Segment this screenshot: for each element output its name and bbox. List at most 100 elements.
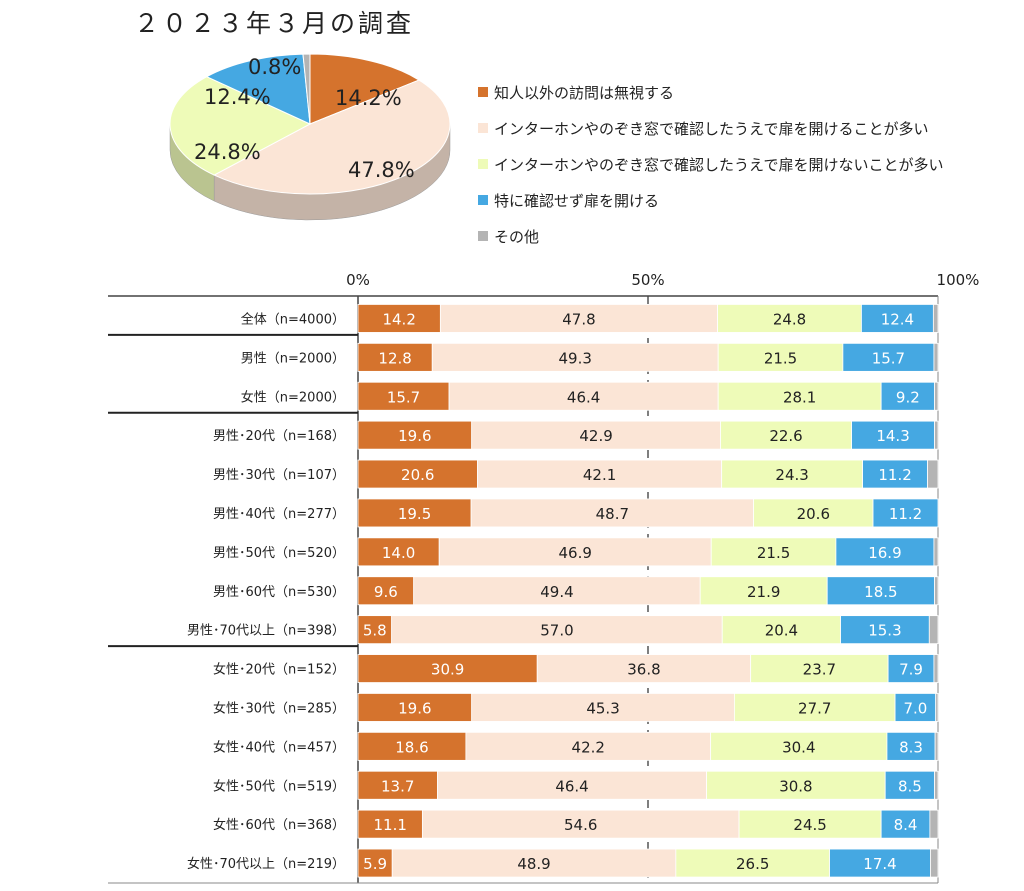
bar-seg-10-0 (357, 693, 473, 722)
bar-seg-11-1 (465, 731, 712, 761)
bar-seg-label-1-0: 12.8 (378, 349, 411, 367)
bar-seg-label-5-2: 20.6 (797, 505, 830, 523)
row-label-13: 女性･60代（n=368） (213, 817, 345, 833)
bar-seg-label-13-3: 8.4 (894, 816, 918, 834)
bar-seg-6-3 (835, 537, 935, 567)
bar-seg-label-7-3: 18.5 (864, 583, 897, 601)
bar-seg-label-3-3: 14.3 (876, 427, 909, 445)
bar-seg-label-2-2: 28.1 (783, 388, 816, 406)
row-label-12: 女性･50代（n=519） (213, 778, 345, 794)
bar-seg-label-2-0: 15.7 (387, 388, 420, 406)
legend-swatch-4 (478, 231, 488, 241)
bar-seg-7-4 (934, 576, 939, 606)
legend-item-3: 特に確認せず扉を開ける (478, 182, 944, 218)
row-label-5: 男性･40代（n=277） (213, 507, 345, 522)
row-label-1: 男性（n=2000） (241, 351, 345, 366)
legend-item-1: インターホンやのぞき窓で確認したうえで扉を開けることが多い (478, 110, 944, 146)
row-label-4: 男性･30代（n=107） (213, 468, 345, 483)
bar-seg-label-11-0: 18.6 (395, 738, 428, 756)
bar-seg-12-0 (357, 770, 438, 800)
bar-seg-label-13-2: 24.5 (793, 816, 826, 834)
bar-seg-label-1-3: 15.7 (872, 349, 905, 367)
bar-seg-4-3 (862, 459, 928, 489)
row-label-3: 男性･20代（n=168） (213, 429, 345, 444)
pie-value-label-3: 12.4% (204, 85, 271, 109)
bar-seg-label-3-2: 22.6 (769, 427, 802, 445)
pie-chart-title: ２０２３年３月の調査 (134, 9, 415, 38)
x-tick-label-0: 0% (346, 271, 370, 289)
legend-label-1: インターホンやのぞき窓で確認したうえで扉を開けることが多い (494, 119, 929, 138)
bar-seg-4-2 (721, 459, 863, 489)
bar-seg-10-2 (734, 693, 896, 722)
bar-seg-label-12-3: 8.5 (898, 777, 922, 795)
bar-seg-8-4 (928, 615, 939, 645)
bar-seg-11-4 (934, 731, 939, 761)
bar-seg-5-3 (872, 498, 939, 528)
pie-value-label-4: 0.8% (248, 55, 301, 79)
row-label-9: 女性･20代（n=152） (213, 662, 345, 678)
bar-seg-label-4-1: 42.1 (583, 466, 616, 484)
pie-slice-4 (302, 53, 311, 125)
bar-seg-14-4 (930, 848, 939, 878)
bar-seg-6-4 (933, 537, 939, 567)
row-label-10: 女性･30代（n=285） (213, 700, 345, 716)
bar-seg-label-10-3: 7.0 (903, 699, 927, 717)
bar-seg-7-2 (699, 576, 828, 606)
bar-seg-4-4 (927, 459, 939, 489)
bar-seg-label-3-0: 19.6 (398, 427, 431, 445)
bar-seg-label-8-1: 57.0 (540, 622, 573, 640)
bar-seg-8-2 (721, 615, 841, 645)
bar-seg-0-3 (861, 304, 934, 333)
bar-seg-label-14-0: 5.9 (363, 855, 387, 873)
bar-seg-label-5-3: 11.2 (889, 505, 922, 523)
bar-seg-label-12-2: 30.8 (779, 777, 812, 795)
pie-legend: 知人以外の訪問は無視するインターホンやのぞき窓で確認したうえで扉を開けることが多… (478, 74, 944, 254)
pie-chart: 14.2% 47.8% 24.8% 12.4% 0.8% (169, 53, 451, 221)
bar-seg-10-4 (935, 693, 939, 722)
row-label-8: 男性･70代以上（n=398） (187, 624, 345, 639)
legend-label-3: 特に確認せず扉を開ける (494, 191, 660, 210)
bar-seg-14-1 (391, 848, 677, 878)
bar-seg-2-3 (880, 381, 935, 411)
legend-label-0: 知人以外の訪問は無視する (494, 83, 675, 102)
row-label-14: 女性･70代以上（n=219） (187, 856, 345, 872)
legend-item-0: 知人以外の訪問は無視する (478, 74, 944, 110)
bar-seg-label-4-2: 24.3 (775, 466, 808, 484)
bar-seg-10-1 (471, 693, 735, 722)
bar-seg-13-3 (880, 809, 931, 839)
bar-seg-11-0 (357, 731, 467, 761)
bar-seg-13-2 (738, 809, 882, 839)
bar-seg-label-14-2: 26.5 (736, 855, 769, 873)
bar-seg-label-12-0: 13.7 (381, 777, 414, 795)
bar-seg-label-9-0: 30.9 (431, 661, 464, 679)
bar-seg-3-4 (934, 420, 939, 450)
pie-slice-2 (169, 76, 312, 176)
x-tick-label-1: 50% (631, 271, 664, 289)
bar-seg-7-0 (357, 576, 415, 606)
pie-value-label-2: 24.8% (194, 140, 261, 164)
bar-seg-2-1 (448, 381, 719, 411)
row-label-0: 全体（n=4000） (241, 311, 345, 327)
bar-seg-label-7-1: 49.4 (540, 583, 573, 601)
bar-seg-1-0 (357, 342, 433, 372)
bar-seg-label-6-0: 14.0 (382, 544, 415, 562)
pie-slice-0 (309, 53, 421, 125)
bar-seg-8-0 (357, 615, 393, 645)
legend-swatch-0 (478, 87, 488, 97)
bar-seg-3-2 (720, 420, 852, 450)
bar-seg-label-0-3: 12.4 (881, 310, 914, 328)
bar-seg-9-4 (933, 654, 939, 683)
bar-seg-13-0 (357, 809, 423, 839)
bar-seg-label-14-1: 48.9 (517, 855, 550, 873)
bar-seg-label-6-1: 46.9 (559, 544, 592, 562)
bar-seg-3-0 (357, 420, 473, 450)
x-tick-label-2: 100% (937, 271, 980, 289)
bar-seg-label-9-1: 36.8 (627, 661, 660, 679)
bar-seg-label-11-3: 8.3 (899, 738, 923, 756)
bar-seg-label-8-3: 15.3 (868, 622, 901, 640)
bar-seg-label-13-0: 11.1 (373, 816, 406, 834)
bar-seg-9-0 (357, 654, 538, 683)
bar-seg-label-0-0: 14.2 (382, 310, 415, 328)
bar-seg-label-9-2: 23.7 (803, 661, 836, 679)
